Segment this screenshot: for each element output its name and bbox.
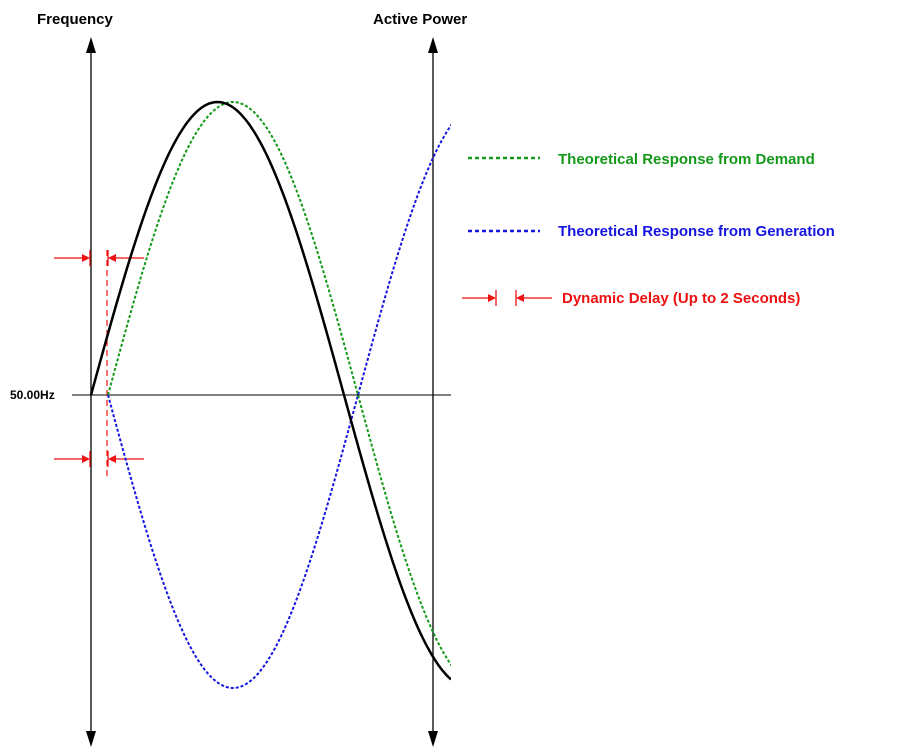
active-power-axis-title: Active Power	[373, 11, 468, 28]
generation-response-curve	[107, 123, 451, 689]
demand-response-curve	[107, 101, 451, 667]
legend-delay-label: Dynamic Delay (Up to 2 Seconds)	[562, 290, 801, 307]
legend-delay-marker-sample	[462, 290, 552, 306]
frequency-axis-up-arrow-icon	[86, 37, 96, 53]
delay-marker-top	[54, 250, 144, 266]
baseline-label: 50.00Hz	[10, 388, 55, 402]
frequency-axis-title: Frequency	[37, 11, 113, 28]
legend-demand-label: Theoretical Response from Demand	[558, 151, 815, 168]
active-power-axis-down-arrow-icon	[428, 731, 438, 747]
frequency-axis-down-arrow-icon	[86, 731, 96, 747]
frequency-curve	[89, 100, 451, 681]
delay-marker-bottom	[54, 451, 144, 467]
active-power-axis-up-arrow-icon	[428, 37, 438, 53]
legend-generation-label: Theoretical Response from Generation	[558, 223, 835, 240]
